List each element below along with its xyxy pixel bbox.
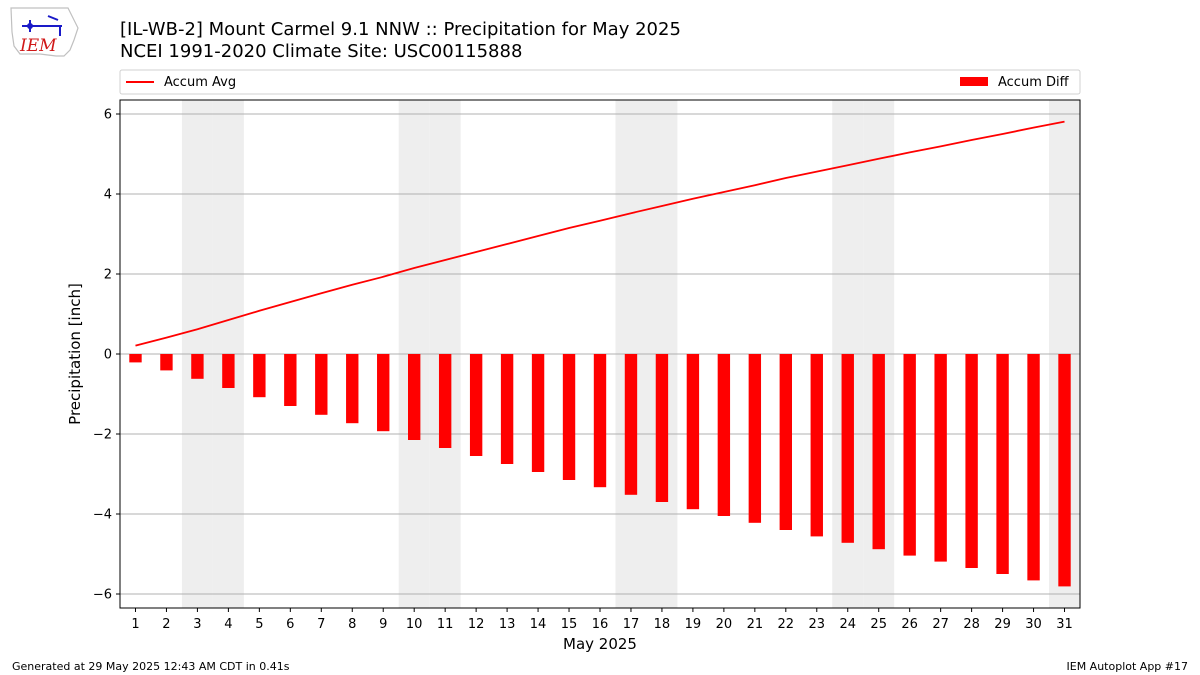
accum-diff-bar bbox=[686, 354, 700, 510]
legend-bar-swatch bbox=[960, 77, 988, 86]
x-tick-label: 9 bbox=[379, 617, 387, 632]
x-tick-label: 6 bbox=[286, 617, 294, 632]
footer-generated: Generated at 29 May 2025 12:43 AM CDT in… bbox=[12, 660, 290, 673]
x-tick-label: 7 bbox=[317, 617, 325, 632]
accum-diff-bar bbox=[934, 354, 947, 562]
accum-diff-bar bbox=[253, 354, 266, 398]
x-tick-label: 28 bbox=[963, 617, 980, 632]
accum-diff-bar bbox=[562, 354, 576, 480]
x-tick-label: 8 bbox=[348, 617, 356, 632]
x-tick-label: 16 bbox=[592, 617, 609, 632]
accum-diff-bar bbox=[1027, 354, 1040, 581]
y-tick-label: 0 bbox=[104, 348, 112, 363]
y-tick-label: −4 bbox=[93, 508, 112, 523]
accum-diff-bar bbox=[346, 354, 359, 424]
y-axis-ticks: −6 −4 −2 0 2 4 6 bbox=[93, 108, 120, 603]
x-tick-label: 29 bbox=[994, 617, 1011, 632]
x-tick-label: 17 bbox=[623, 617, 640, 632]
x-tick-label: 21 bbox=[747, 617, 764, 632]
accum-diff-bar bbox=[160, 354, 173, 371]
x-tick-label: 20 bbox=[716, 617, 733, 632]
accum-diff-bar bbox=[500, 354, 514, 464]
accum-diff-bar bbox=[996, 354, 1009, 574]
x-tick-label: 14 bbox=[530, 617, 547, 632]
x-tick-label: 22 bbox=[778, 617, 795, 632]
x-tick-label: 19 bbox=[685, 617, 702, 632]
x-tick-label: 15 bbox=[561, 617, 578, 632]
x-tick-label: 11 bbox=[437, 617, 454, 632]
legend: Accum Avg Accum Diff bbox=[119, 69, 1081, 95]
y-tick-label: −2 bbox=[93, 428, 112, 443]
accum-diff-bar bbox=[1058, 354, 1071, 587]
accum-diff-bar bbox=[655, 354, 669, 502]
x-tick-label: 1 bbox=[131, 617, 139, 632]
x-tick-label: 30 bbox=[1025, 617, 1042, 632]
x-tick-label: 3 bbox=[193, 617, 201, 632]
y-tick-label: 6 bbox=[104, 108, 112, 123]
accum-diff-bar bbox=[872, 354, 885, 550]
x-tick-label: 25 bbox=[870, 617, 887, 632]
logo-text: IEM bbox=[19, 36, 57, 56]
accum-diff-bar bbox=[377, 354, 390, 432]
accum-diff-bar bbox=[315, 354, 328, 415]
chart-subtitle: NCEI 1991-2020 Climate Site: USC00115888 bbox=[120, 41, 522, 62]
accum-diff-bar bbox=[408, 354, 421, 440]
x-axis-ticks: 1 2 3 4 5 6 7 8 9 10 11 12 13 14 15 16 17 18 19 20 21 22 23 24 2… bbox=[131, 608, 1073, 632]
y-tick-label: −6 bbox=[93, 588, 112, 603]
accum-diff-bar bbox=[810, 354, 823, 537]
accum-diff-bar bbox=[965, 354, 978, 568]
x-axis-label: May 2025 bbox=[563, 635, 637, 653]
gridlines bbox=[120, 113, 1080, 595]
accum-diff-bar bbox=[469, 354, 483, 456]
y-tick-label: 2 bbox=[104, 268, 112, 283]
accum-diff-bar bbox=[748, 354, 762, 523]
legend-label-accum-diff: Accum Diff bbox=[998, 75, 1070, 90]
x-tick-label: 2 bbox=[162, 617, 170, 632]
x-tick-label: 18 bbox=[654, 617, 671, 632]
x-tick-label: 31 bbox=[1056, 617, 1073, 632]
accum-diff-bar bbox=[284, 354, 297, 406]
iowa-state-outline-icon bbox=[10, 7, 79, 57]
accum-diff-bar bbox=[129, 354, 142, 363]
accum-diff-bar bbox=[779, 354, 792, 530]
chart-title: [IL-WB-2] Mount Carmel 9.1 NNW :: Precip… bbox=[120, 19, 681, 40]
x-tick-label: 27 bbox=[932, 617, 949, 632]
accum-diff-bar bbox=[903, 354, 916, 556]
legend-label-accum-avg: Accum Avg bbox=[164, 75, 236, 90]
x-tick-label: 13 bbox=[499, 617, 516, 632]
legend-frame bbox=[119, 69, 1081, 95]
x-tick-label: 24 bbox=[839, 617, 856, 632]
accum-diff-bar bbox=[841, 354, 854, 543]
y-axis-label: Precipitation [inch] bbox=[66, 283, 84, 425]
x-tick-label: 4 bbox=[224, 617, 232, 632]
iem-logo: IEM bbox=[10, 7, 79, 57]
station-dot-icon bbox=[27, 23, 33, 29]
x-tick-label: 26 bbox=[901, 617, 918, 632]
footer-app-id: IEM Autoplot App #17 bbox=[1067, 660, 1189, 673]
accum-diff-bar bbox=[222, 354, 235, 388]
accum-diff-bar bbox=[531, 354, 545, 472]
accum-diff-bar bbox=[624, 354, 638, 495]
x-tick-label: 12 bbox=[468, 617, 485, 632]
x-tick-label: 5 bbox=[255, 617, 263, 632]
accum-diff-bar bbox=[717, 354, 731, 516]
accum-avg-line bbox=[135, 120, 1065, 347]
accum-diff-bar bbox=[191, 354, 204, 379]
y-tick-label: 4 bbox=[104, 188, 112, 203]
accum-avg-line-group bbox=[135, 120, 1065, 347]
x-tick-label: 10 bbox=[406, 617, 423, 632]
accum-diff-bars bbox=[129, 354, 1071, 587]
accum-diff-bar bbox=[438, 354, 452, 448]
accum-diff-bar bbox=[593, 354, 607, 488]
x-tick-label: 23 bbox=[809, 617, 826, 632]
